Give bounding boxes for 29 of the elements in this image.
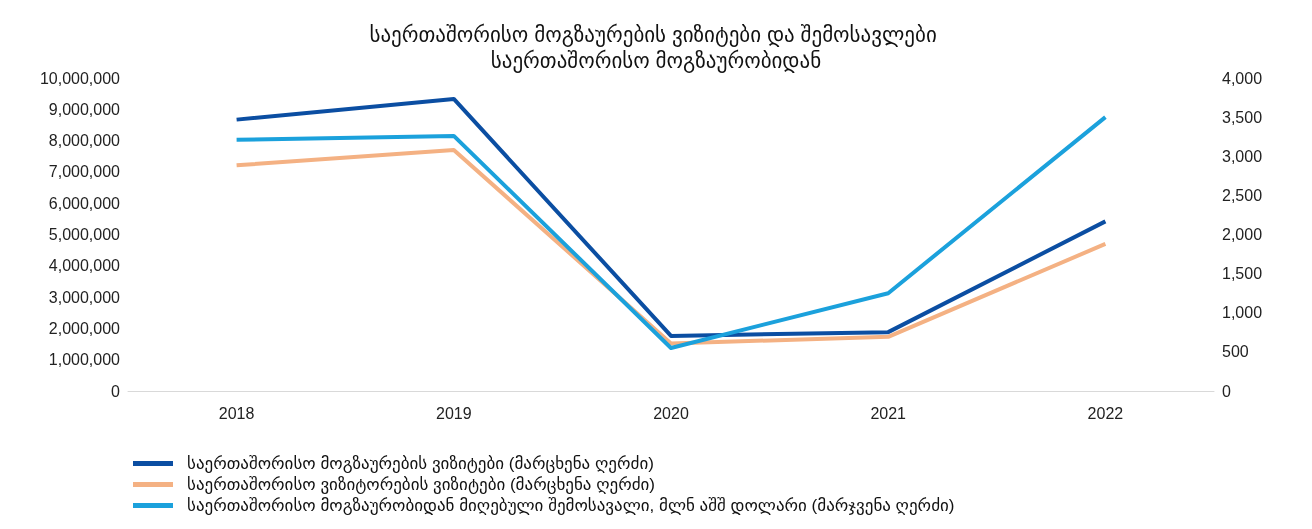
y-tick-label: 9,000,000 [48, 100, 121, 118]
x-tick-label: 2018 [218, 404, 255, 422]
y-tick-label: 4,000,000 [48, 257, 121, 275]
y2-tick-label: 3,500 [1222, 108, 1263, 126]
chart-title: საერთაშორისო მოგზაურების ვიზიტები და შემოსავლები საერთაშორისო მოგზაურობიდან [369, 22, 943, 73]
y2-tick-label: 2,000 [1222, 226, 1263, 243]
y-tick-label: 3,000,000 [48, 288, 121, 306]
legend-label: საერთაშორისო ვიზიტორების ვიზიტები (მარცხენა ღერძი) [187, 475, 655, 494]
y-tick-label: 1,000,000 [48, 351, 121, 369]
y-tick-label: 7,000,000 [48, 163, 121, 181]
x-tick-label: 2022 [1087, 404, 1124, 422]
x-tick-label: 2021 [870, 404, 907, 422]
x-tick-label: 2019 [436, 404, 472, 422]
y-tick-label: 0 [111, 382, 121, 400]
x-tick-label: 2020 [653, 404, 689, 422]
y2-tick-label: 0 [1222, 382, 1231, 400]
y-tick-label: 5,000,000 [48, 226, 121, 243]
y-tick-label: 8,000,000 [48, 132, 121, 150]
y2-tick-label: 4,000 [1222, 69, 1263, 87]
legend-label: საერთაშორისო მოგზაურობიდან მიღებული შემოსავალი, მლნ აშშ დოლარი (მარჯვენა ღერძი) [187, 496, 955, 515]
legend-label: საერთაშორისო მოგზაურების ვიზიტები (მარცხენა ღერძი) [187, 454, 654, 473]
y2-tick-label: 3,000 [1222, 147, 1263, 165]
y-tick-label: 2,000,000 [48, 319, 121, 337]
y2-tick-label: 1,000 [1222, 304, 1263, 322]
y2-tick-label: 1,500 [1222, 265, 1263, 283]
y2-tick-label: 500 [1222, 343, 1249, 361]
y-tick-label: 10,000,000 [39, 69, 121, 87]
y2-tick-label: 2,500 [1222, 186, 1263, 204]
y-tick-label: 6,000,000 [48, 194, 121, 212]
